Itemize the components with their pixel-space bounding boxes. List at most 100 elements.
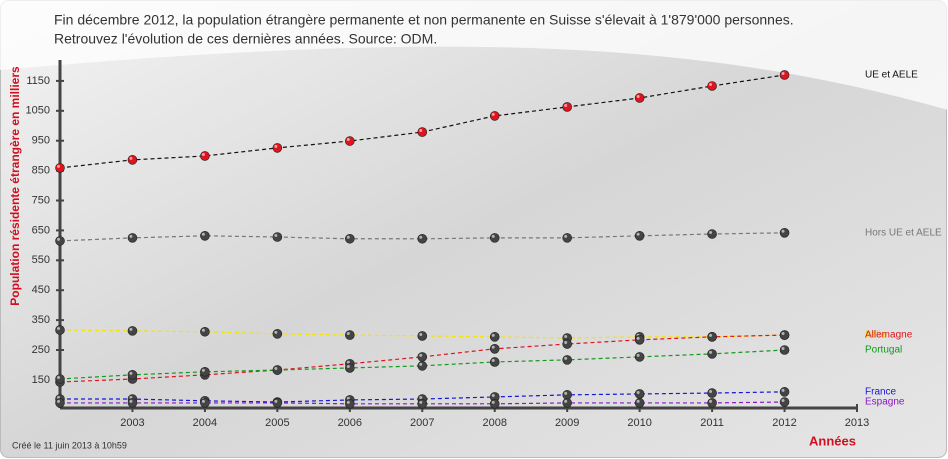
data-point bbox=[272, 329, 283, 339]
data-point bbox=[489, 332, 500, 342]
point-highlight bbox=[491, 358, 495, 362]
data-point bbox=[562, 398, 572, 408]
point-highlight bbox=[201, 232, 205, 236]
series-line bbox=[59, 334, 785, 383]
point-highlight bbox=[419, 353, 423, 357]
data-point bbox=[634, 93, 645, 103]
y-tick-label: 450 bbox=[32, 284, 50, 296]
y-tick-label: 150 bbox=[32, 374, 50, 386]
point-highlight bbox=[201, 368, 205, 372]
data-point bbox=[707, 332, 717, 342]
point-highlight bbox=[781, 332, 785, 336]
data-point bbox=[779, 228, 790, 238]
point-highlight bbox=[201, 399, 205, 403]
point-highlight bbox=[419, 129, 423, 133]
x-tick-label: 2006 bbox=[338, 417, 362, 429]
point-highlight bbox=[274, 233, 278, 237]
data-point bbox=[562, 339, 572, 349]
data-point bbox=[779, 397, 790, 407]
data-point bbox=[200, 230, 210, 241]
point-highlight bbox=[419, 332, 423, 336]
point-highlight bbox=[564, 335, 568, 339]
y-tick-label: 650 bbox=[32, 224, 50, 236]
data-point bbox=[634, 230, 645, 241]
point-highlight bbox=[274, 367, 278, 371]
data-point bbox=[55, 374, 65, 384]
x-tick-label: 2013 bbox=[845, 417, 869, 429]
point-highlight bbox=[709, 350, 713, 354]
data-point bbox=[55, 398, 65, 408]
data-point bbox=[634, 335, 645, 345]
point-highlight bbox=[636, 353, 640, 357]
point-highlight bbox=[491, 400, 495, 404]
data-point bbox=[272, 365, 283, 375]
y-tick-label: 850 bbox=[32, 165, 50, 177]
point-highlight bbox=[129, 399, 133, 403]
data-point bbox=[127, 370, 138, 380]
data-point bbox=[345, 233, 355, 244]
point-highlight bbox=[346, 360, 350, 364]
point-highlight bbox=[709, 231, 713, 234]
point-highlight bbox=[564, 341, 568, 345]
point-highlight bbox=[491, 234, 495, 238]
data-point bbox=[417, 399, 428, 409]
point-highlight bbox=[709, 390, 713, 394]
point-highlight bbox=[564, 234, 568, 238]
point-highlight bbox=[419, 396, 423, 400]
point-highlight bbox=[346, 364, 350, 368]
x-tick-label: 2005 bbox=[265, 417, 289, 429]
point-highlight bbox=[201, 152, 205, 156]
legend-label: Hors UE et AELE bbox=[865, 227, 942, 238]
point-highlight bbox=[564, 103, 568, 107]
legend-label: Portugal bbox=[865, 345, 902, 356]
data-point bbox=[417, 352, 428, 362]
x-tick-label: 2009 bbox=[555, 417, 579, 429]
data-point bbox=[417, 331, 428, 341]
series-line bbox=[59, 329, 785, 339]
y-tick-label: 1150 bbox=[26, 75, 50, 87]
legend-label: Espagne bbox=[865, 397, 905, 408]
point-highlight bbox=[491, 112, 495, 116]
point-highlight bbox=[491, 393, 495, 397]
data-point bbox=[200, 326, 210, 337]
data-point bbox=[634, 389, 645, 399]
point-highlight bbox=[491, 333, 495, 337]
data-point bbox=[200, 151, 210, 161]
data-point bbox=[417, 361, 428, 371]
data-point bbox=[345, 136, 355, 146]
data-point bbox=[707, 229, 717, 239]
data-point bbox=[55, 325, 65, 335]
y-tick-label: 350 bbox=[32, 314, 50, 326]
series-line bbox=[59, 349, 785, 380]
point-highlight bbox=[781, 347, 785, 350]
data-point bbox=[272, 143, 283, 153]
data-point bbox=[707, 388, 717, 398]
point-highlight bbox=[346, 332, 350, 336]
point-highlight bbox=[636, 336, 640, 340]
point-highlight bbox=[274, 144, 278, 148]
data-point bbox=[200, 367, 210, 377]
point-highlight bbox=[274, 399, 278, 403]
x-axis-label: Années bbox=[809, 433, 856, 448]
legend-label: UE et AELE bbox=[865, 70, 918, 81]
point-highlight bbox=[636, 390, 640, 394]
series-line bbox=[60, 401, 785, 405]
x-tick-label: 2003 bbox=[120, 417, 144, 429]
data-point bbox=[562, 390, 572, 400]
chart-subtitle: Retrouvez l'évolution de ces dernières a… bbox=[54, 31, 437, 47]
data-point bbox=[345, 330, 355, 340]
point-highlight bbox=[709, 399, 713, 403]
point-highlight bbox=[636, 399, 640, 403]
x-tick-label: 2010 bbox=[627, 417, 651, 429]
data-point bbox=[127, 155, 138, 165]
data-point bbox=[417, 233, 428, 244]
legend-label: Italie bbox=[865, 330, 887, 341]
point-highlight bbox=[57, 326, 60, 330]
data-point bbox=[345, 363, 355, 373]
point-highlight bbox=[564, 399, 568, 403]
data-point bbox=[707, 398, 717, 408]
point-highlight bbox=[781, 388, 785, 392]
data-point bbox=[272, 232, 283, 242]
y-tick-label: 1050 bbox=[26, 105, 50, 117]
point-highlight bbox=[129, 234, 133, 238]
